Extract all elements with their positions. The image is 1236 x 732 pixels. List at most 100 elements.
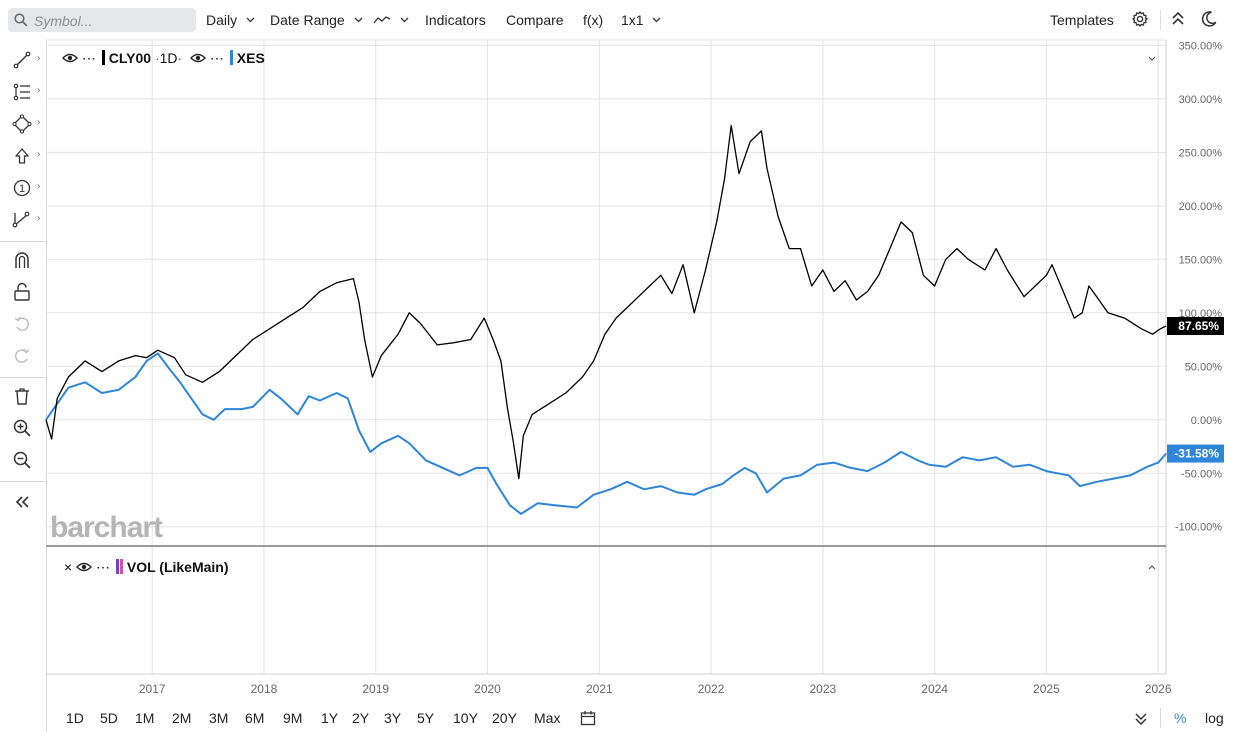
volume-legend: × ⋯ VOL (LikeMain) (64, 559, 229, 576)
range-button-1m[interactable]: 1M (135, 710, 155, 726)
more-options-icon[interactable]: ⋯ (95, 559, 110, 575)
log-scale-toggle[interactable]: log (1205, 710, 1224, 726)
chart-style-dropdown[interactable] (373, 11, 409, 29)
range-button-1d[interactable]: 1D (66, 710, 84, 726)
range-button-max[interactable]: Max (534, 710, 561, 726)
chevron-down-icon (400, 17, 409, 23)
line-style-icon (373, 16, 391, 24)
main-series-swatch (101, 50, 105, 65)
x-tick-label: 2024 (921, 682, 948, 696)
volume-indicator-label[interactable]: VOL (LikeMain) (126, 559, 229, 575)
counter-icon: 1 (13, 179, 31, 197)
top-toolbar: Daily Date Range Indicators Compare f(x)… (0, 0, 1236, 40)
series-layer (45, 124, 1167, 515)
range-button-2y[interactable]: 2Y (352, 710, 370, 726)
more-options-icon[interactable]: ⋯ (209, 50, 224, 66)
last-value-badge-cly00 (1167, 317, 1224, 336)
pane-expand-icon[interactable] (1148, 565, 1156, 570)
range-button-10y[interactable]: 10Y (453, 710, 478, 726)
volume-swatch-down (119, 559, 123, 574)
last-value-text-xes: -31.58% (1174, 447, 1219, 461)
measure-icon (12, 211, 30, 228)
measure-tool[interactable]: › (10, 208, 40, 232)
range-button-20y[interactable]: 20Y (492, 710, 517, 726)
price-chart[interactable]: barchart -100.00% -50.00% 0.00% 50.00% 100.0… (0, 0, 1236, 704)
zoom-in-button[interactable] (10, 416, 40, 440)
fx-button[interactable]: f(x) (583, 12, 604, 28)
counter-tool[interactable]: 1 › (10, 176, 40, 200)
collapse-up-icon[interactable] (1170, 10, 1186, 28)
pane-collapse-icon[interactable] (1148, 56, 1156, 61)
eye-icon[interactable] (190, 52, 206, 64)
date-range-dropdown[interactable]: Date Range (270, 11, 363, 29)
zoom-out-button[interactable] (10, 448, 40, 472)
calendar-icon[interactable] (580, 710, 596, 726)
undo-icon (14, 316, 29, 331)
layout-label: 1x1 (621, 12, 644, 28)
range-button-3y[interactable]: 3Y (384, 710, 402, 726)
shapes-tool[interactable]: › (10, 112, 40, 136)
range-button-5y[interactable]: 5Y (417, 710, 435, 726)
layout-dropdown[interactable]: 1x1 (621, 11, 661, 29)
compare-series-swatch (229, 50, 233, 65)
date-range-label: Date Range (270, 12, 345, 28)
gear-icon[interactable] (1131, 10, 1149, 28)
x-tick-label: 2017 (139, 682, 166, 696)
redo-icon (15, 348, 30, 363)
y-tick-label: 0.00% (1191, 415, 1222, 427)
bottom-toolbar: 1D 5D 1M 2M 3M 6M 9M 1Y 2Y 3Y 5Y 10Y 20Y Max % log (46, 704, 1236, 732)
fib-levels-tool[interactable]: › (10, 80, 40, 104)
more-options-icon[interactable]: ⋯ (81, 50, 96, 66)
barchart-watermark: barchart (50, 511, 163, 544)
trend-line-tool[interactable]: › (10, 48, 40, 72)
symbol-search[interactable] (8, 8, 196, 32)
compare-symbol-label[interactable]: XES (236, 50, 265, 66)
arrow-tool[interactable]: › (10, 144, 40, 168)
last-value-badge-xes (1167, 444, 1224, 463)
shapes-icon (12, 114, 32, 134)
y-tick-label: 150.00% (1179, 254, 1223, 266)
symbol-input[interactable] (32, 11, 186, 31)
y-tick-label: 300.00% (1179, 94, 1223, 106)
expand-down-icon[interactable] (1134, 712, 1148, 726)
dark-mode-icon[interactable] (1200, 10, 1218, 28)
drawing-toolbar: › › › › 1 › › (0, 40, 47, 732)
fib-levels-icon (13, 83, 30, 101)
magnet-tool[interactable] (10, 248, 40, 272)
main-legend: ⋯ CLY00 ·1D· ⋯ XES (62, 50, 265, 67)
lock-tool[interactable] (10, 280, 40, 304)
range-button-5d[interactable]: 5D (100, 710, 118, 726)
search-icon (14, 13, 28, 27)
zoom-in-icon (13, 419, 31, 437)
eye-icon[interactable] (76, 561, 92, 573)
x-tick-label: 2026 (1145, 682, 1172, 696)
range-button-1y[interactable]: 1Y (321, 710, 339, 726)
x-tick-label: 2019 (362, 682, 389, 696)
series-line-xes (45, 352, 1167, 515)
undo-button[interactable] (10, 312, 40, 336)
lock-icon (14, 282, 30, 301)
redo-button[interactable] (10, 344, 40, 368)
range-button-9m[interactable]: 9M (283, 710, 303, 726)
range-button-6m[interactable]: 6M (245, 710, 265, 726)
interval-dropdown[interactable]: Daily (206, 11, 255, 29)
volume-swatch-up (115, 559, 119, 574)
templates-button[interactable]: Templates (1050, 12, 1114, 28)
main-symbol-label[interactable]: CLY00 (108, 50, 152, 66)
collapse-sidebar-icon (15, 496, 29, 508)
y-tick-label: 350.00% (1179, 40, 1223, 52)
svg-text:1: 1 (19, 183, 25, 195)
trash-icon (15, 388, 29, 405)
collapse-sidebar-button[interactable] (10, 490, 40, 514)
close-icon[interactable]: × (64, 559, 73, 575)
compare-button[interactable]: Compare (506, 12, 564, 28)
range-button-3m[interactable]: 3M (209, 710, 229, 726)
indicators-button[interactable]: Indicators (425, 12, 486, 28)
y-tick-label: 200.00% (1179, 201, 1223, 213)
percent-scale-toggle[interactable]: % (1174, 710, 1187, 726)
range-button-2m[interactable]: 2M (172, 710, 192, 726)
y-tick-label: 50.00% (1185, 361, 1223, 373)
delete-drawings-button[interactable] (10, 384, 40, 408)
x-tick-label: 2023 (809, 682, 836, 696)
eye-icon[interactable] (62, 52, 78, 64)
